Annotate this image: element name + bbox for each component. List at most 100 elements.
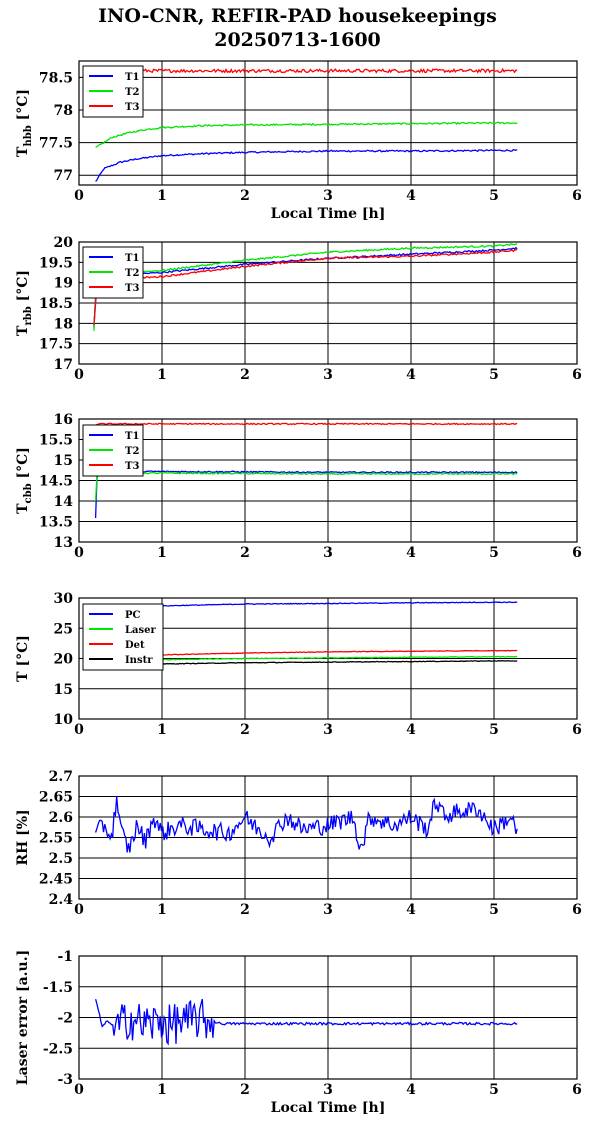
- y-tick-label: -1: [57, 949, 73, 965]
- x-tick-label: 3: [323, 188, 333, 204]
- y-tick-label: 15: [54, 682, 73, 698]
- x-tick-label: 6: [572, 722, 582, 738]
- y-tick-label: 14.5: [39, 474, 73, 490]
- x-tick-label: 1: [157, 367, 167, 383]
- y-tick-label: 14: [54, 494, 74, 510]
- legend: T1 T2 T3: [82, 65, 144, 118]
- x-tick-label: 4: [406, 367, 416, 383]
- series-line-t2: [95, 121, 518, 148]
- plot-frame: [78, 418, 578, 543]
- y-tick-label: -1.5: [43, 980, 73, 996]
- x-tick-label: 5: [489, 367, 499, 383]
- x-tick-label: 3: [323, 902, 333, 918]
- y-tick-label: -2: [57, 1011, 73, 1027]
- title-line-2: 20250713-1600: [214, 29, 381, 51]
- x-tick-label: 2: [240, 367, 250, 383]
- x-tick-label: 0: [74, 367, 84, 383]
- plot-frame: [78, 775, 578, 900]
- x-tick-label: 2: [240, 722, 250, 738]
- legend-label: T3: [125, 102, 139, 113]
- x-tick-label: 4: [406, 1082, 416, 1098]
- y-tick-label: 15: [54, 453, 73, 469]
- title-line-1: INO-CNR, REFIR-PAD housekeepings: [98, 5, 497, 27]
- y-tick-label: 2.5: [49, 851, 73, 867]
- plot-frame: [78, 955, 578, 1080]
- y-tick-label: 18: [54, 316, 73, 332]
- y-tick-label: 20: [54, 652, 74, 668]
- x-tick-label: 6: [572, 188, 582, 204]
- x-tick-label: 5: [489, 902, 499, 918]
- y-axis-label: Trbb [°C]: [15, 270, 34, 336]
- series-line-data: [94, 796, 518, 853]
- y-tick-label: -2.5: [43, 1041, 73, 1057]
- y-tick-label: 19.5: [39, 255, 73, 271]
- y-tick-label: -3: [57, 1072, 73, 1088]
- y-tick-label: 13.5: [39, 515, 73, 531]
- legend-label: T1: [125, 253, 139, 264]
- y-tick-label: 17.5: [39, 337, 73, 353]
- series-line-instr: [95, 660, 518, 667]
- y-tick-label: 77: [54, 168, 73, 184]
- y-axis-label: RH [%]: [15, 809, 31, 865]
- legend-label: Laser: [125, 625, 157, 636]
- series-line-data: [94, 998, 518, 1046]
- x-tick-label: 6: [572, 545, 582, 561]
- x-tick-label: 1: [157, 188, 167, 204]
- x-tick-label: 5: [489, 1082, 499, 1098]
- x-axis-label: Local Time [h]: [271, 1100, 386, 1116]
- y-axis-label: T [°C]: [15, 635, 31, 682]
- y-tick-label: 18.5: [39, 296, 73, 312]
- panel-2: 0 1 2 3 4 5 6 17 17.5 18 18.5 19 19.5 20 Trbb [°C] T1 T2…: [15, 235, 582, 383]
- y-tick-label: 2.65: [39, 790, 73, 806]
- legend-label: T3: [125, 283, 139, 294]
- y-axis-label: Thbb [°C]: [15, 89, 34, 157]
- x-tick-label: 5: [489, 722, 499, 738]
- legend-label: Instr: [125, 655, 153, 666]
- x-tick-label: 3: [323, 367, 333, 383]
- y-tick-label: 2.6: [49, 810, 73, 826]
- x-tick-label: 0: [74, 722, 84, 738]
- y-tick-label: 77.5: [39, 136, 73, 152]
- x-tick-label: 5: [489, 545, 499, 561]
- x-axis-label: Local Time [h]: [271, 206, 386, 222]
- legend-label: T3: [125, 461, 139, 472]
- y-tick-label: 13: [54, 535, 73, 551]
- y-tick-label: 2.7: [49, 769, 73, 785]
- x-tick-label: 0: [74, 545, 84, 561]
- legend-label: PC: [125, 610, 141, 621]
- x-tick-label: 2: [240, 1082, 250, 1098]
- y-axis-label: Laser error [a.u.]: [15, 950, 31, 1085]
- legend-label: T2: [125, 446, 139, 457]
- x-tick-label: 6: [572, 367, 582, 383]
- x-tick-label: 3: [323, 722, 333, 738]
- series-line-t3: [95, 67, 518, 74]
- x-tick-label: 4: [406, 545, 416, 561]
- x-tick-label: 2: [240, 188, 250, 204]
- legend-label: T1: [125, 431, 139, 442]
- series-line-t2: [93, 242, 518, 331]
- x-tick-label: 2: [240, 902, 250, 918]
- legend-label: T2: [125, 87, 139, 98]
- series-line-t3: [95, 422, 518, 426]
- x-tick-label: 0: [74, 1082, 84, 1098]
- y-tick-label: 25: [54, 621, 73, 637]
- x-tick-label: 3: [323, 1082, 333, 1098]
- x-tick-label: 1: [157, 902, 167, 918]
- plot-frame: [78, 597, 578, 720]
- x-tick-label: 5: [489, 188, 499, 204]
- x-tick-label: 1: [157, 545, 167, 561]
- series-line-t1: [95, 148, 518, 182]
- series-line-t1: [94, 470, 518, 519]
- x-tick-label: 1: [157, 1082, 167, 1098]
- legend-label: T2: [125, 268, 139, 279]
- y-tick-label: 20: [54, 235, 74, 251]
- y-tick-label: 78.5: [39, 70, 73, 86]
- series-line-t1: [93, 246, 518, 328]
- figure-title: INO-CNR, REFIR-PAD housekeepings 2025071…: [0, 4, 595, 52]
- x-tick-label: 4: [406, 188, 416, 204]
- x-tick-label: 3: [323, 545, 333, 561]
- x-tick-label: 6: [572, 902, 582, 918]
- legend: T1 T2 T3: [82, 246, 144, 299]
- series-line-t3: [93, 248, 518, 326]
